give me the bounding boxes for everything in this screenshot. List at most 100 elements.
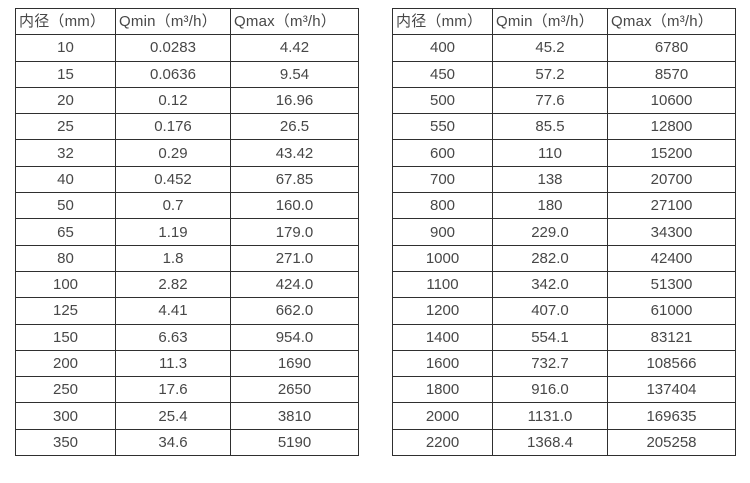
table-cell: 179.0 [230,218,359,246]
table-cell: 40 [15,165,116,194]
table-cell: 954.0 [230,323,359,351]
table-cell: 1368.4 [492,428,608,457]
table-cell: 1600 [392,349,493,378]
table-cell: 3810 [230,402,359,430]
table-cell: 10 [15,34,116,62]
table-row: 1100 342.0 51300 [392,270,736,299]
table-cell: 0.0636 [115,60,231,88]
table-cell: 6780 [607,34,736,62]
table-cell: 25.4 [115,402,231,430]
table-row: 40 0.452 67.85 [15,165,359,194]
table-cell: 15200 [607,139,736,167]
table-row: 450 57.2 8570 [392,60,736,88]
table-cell: 160.0 [230,192,359,220]
table-cell: 25 [15,113,116,141]
table-header: 内径（mm） Qmin（m³/h） Qmax（m³/h） [392,7,736,36]
table-cell: 0.0283 [115,34,231,62]
table-cell: 51300 [607,270,736,299]
table-cell: 1.19 [115,218,231,246]
table-cell: 20700 [607,165,736,194]
table-cell: 916.0 [492,376,608,404]
table-row: 10 0.0283 4.42 [15,34,359,62]
table-cell: 1800 [392,376,493,404]
table-row: 32 0.29 43.42 [15,139,359,167]
table-body: 10 0.0283 4.42 15 0.0636 9.54 20 0.12 16.96 25 0.1… [15,34,359,457]
table-cell: 1000 [392,244,493,272]
table-cell: 67.85 [230,165,359,194]
col-header-inner-diameter: 内径（mm） [392,7,493,36]
table-cell: 282.0 [492,244,608,272]
table-row: 1000 282.0 42400 [392,244,736,272]
table-row: 50 0.7 160.0 [15,192,359,220]
table-cell: 2000 [392,402,493,430]
table-cell: 45.2 [492,34,608,62]
table-row: 1600 732.7 108566 [392,349,736,378]
table-row: 1800 916.0 137404 [392,376,736,404]
table-cell: 20 [15,86,116,115]
table-row: 700 138 20700 [392,165,736,194]
table-row: 25 0.176 26.5 [15,113,359,141]
table-cell: 229.0 [492,218,608,246]
table-row: 600 110 15200 [392,139,736,167]
table-cell: 1.8 [115,244,231,272]
table-row: 65 1.19 179.0 [15,218,359,246]
table-cell: 1200 [392,297,493,325]
table-cell: 350 [15,428,116,457]
table-row: 400 45.2 6780 [392,34,736,62]
table-row: 1200 407.0 61000 [392,297,736,325]
col-header-inner-diameter: 内径（mm） [15,7,116,36]
flow-spec-tables: 内径（mm） Qmin（m³/h） Qmax（m³/h） 10 0.0283 4.4… [15,7,736,457]
table-cell: 2.82 [115,270,231,299]
table-cell: 6.63 [115,323,231,351]
table-cell: 17.6 [115,376,231,404]
table-row: 350 34.6 5190 [15,428,359,457]
table-header: 内径（mm） Qmin（m³/h） Qmax（m³/h） [15,7,359,36]
table-cell: 205258 [607,428,736,457]
table-cell: 137404 [607,376,736,404]
table-row: 20 0.12 16.96 [15,86,359,115]
table-row: 500 77.6 10600 [392,86,736,115]
flow-table-large-diameters: 内径（mm） Qmin（m³/h） Qmax（m³/h） 400 45.2 6780… [392,7,736,457]
table-cell: 250 [15,376,116,404]
table-cell: 0.12 [115,86,231,115]
table-cell: 1100 [392,270,493,299]
col-header-qmax: Qmax（m³/h） [230,7,359,36]
col-header-qmin: Qmin（m³/h） [115,7,231,36]
table-row: 550 85.5 12800 [392,113,736,141]
table-cell: 65 [15,218,116,246]
table-cell: 9.54 [230,60,359,88]
table-cell: 100 [15,270,116,299]
table-cell: 16.96 [230,86,359,115]
flow-table-small-diameters: 内径（mm） Qmin（m³/h） Qmax（m³/h） 10 0.0283 4.4… [15,7,359,457]
table-cell: 138 [492,165,608,194]
table-row: 250 17.6 2650 [15,376,359,404]
table-cell: 77.6 [492,86,608,115]
table-cell: 34.6 [115,428,231,457]
table-row: 200 11.3 1690 [15,349,359,378]
table-cell: 4.41 [115,297,231,325]
table-cell: 0.452 [115,165,231,194]
table-cell: 61000 [607,297,736,325]
table-cell: 400 [392,34,493,62]
table-cell: 8570 [607,60,736,88]
table-cell: 554.1 [492,323,608,351]
table-row: 80 1.8 271.0 [15,244,359,272]
col-header-qmin: Qmin（m³/h） [492,7,608,36]
table-cell: 0.29 [115,139,231,167]
table-cell: 5190 [230,428,359,457]
table-cell: 125 [15,297,116,325]
table-cell: 12800 [607,113,736,141]
table-cell: 1690 [230,349,359,378]
table-cell: 800 [392,192,493,220]
table-cell: 83121 [607,323,736,351]
table-cell: 42400 [607,244,736,272]
table-body: 400 45.2 6780 450 57.2 8570 500 77.6 10600 550 85.… [392,34,736,457]
table-cell: 2650 [230,376,359,404]
table-cell: 2200 [392,428,493,457]
table-row: 300 25.4 3810 [15,402,359,430]
table-row: 100 2.82 424.0 [15,270,359,299]
table-cell: 10600 [607,86,736,115]
table-cell: 57.2 [492,60,608,88]
table-cell: 1400 [392,323,493,351]
table-row: 2000 1131.0 169635 [392,402,736,430]
